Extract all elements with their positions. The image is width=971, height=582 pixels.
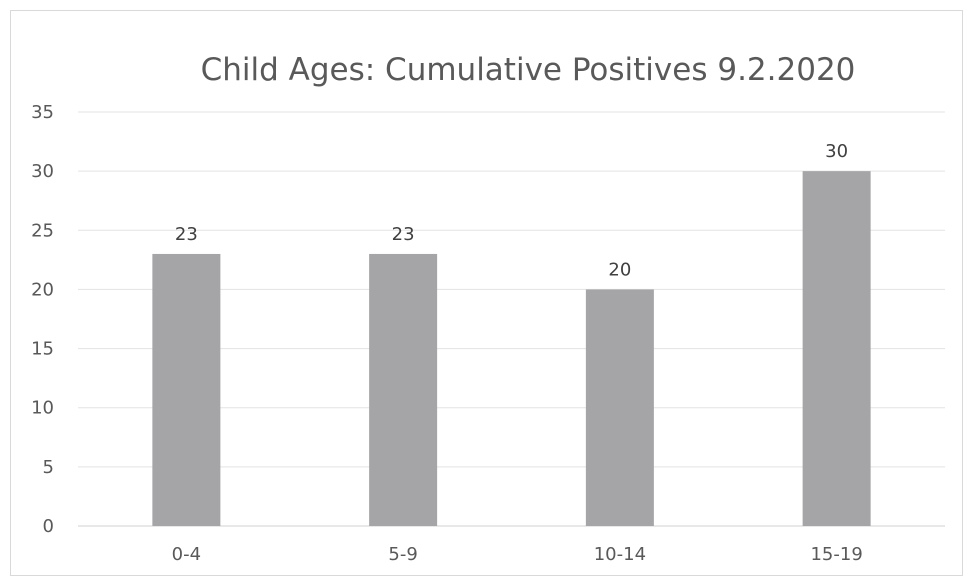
y-tick-label: 20: [31, 279, 54, 300]
y-tick-label: 25: [31, 220, 54, 241]
chart-title: Child Ages: Cumulative Positives 9.2.202…: [201, 52, 856, 88]
bar-0-4: [152, 253, 221, 526]
x-tick-label: 15-19: [810, 544, 862, 565]
data-labels: 23 23 20 30: [175, 141, 848, 280]
y-tick-label: 30: [31, 161, 54, 182]
data-label: 30: [825, 141, 848, 162]
y-axis-tick-labels: 0 5 10 15 20 25 30 35: [31, 102, 54, 537]
y-tick-label: 15: [31, 339, 54, 360]
x-tick-label: 0-4: [172, 544, 201, 565]
x-axis-tick-labels: 0-4 5-9 10-14 15-19: [172, 544, 863, 565]
data-label: 23: [392, 224, 415, 245]
gridlines: [78, 111, 945, 527]
y-tick-label: 35: [31, 102, 54, 123]
bar-15-19: [802, 171, 871, 526]
bars: [152, 171, 871, 526]
y-tick-label: 10: [31, 398, 54, 419]
bar-10-14: [585, 289, 654, 526]
y-tick-label: 0: [43, 516, 54, 537]
data-label: 23: [175, 224, 198, 245]
data-label: 20: [608, 259, 631, 280]
x-tick-label: 5-9: [388, 544, 417, 565]
x-tick-label: 10-14: [594, 544, 646, 565]
bar-5-9: [369, 253, 438, 526]
y-tick-label: 5: [43, 457, 54, 478]
